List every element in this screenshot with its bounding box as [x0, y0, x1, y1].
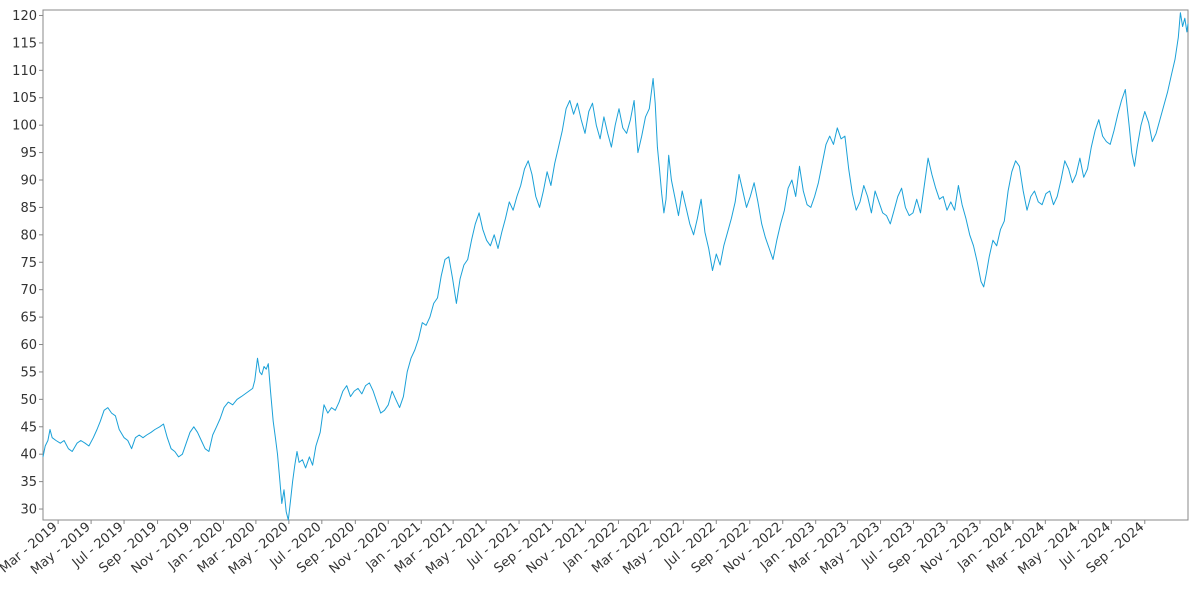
- y-tick-label: 120: [12, 9, 37, 24]
- y-tick-label: 40: [20, 448, 37, 463]
- y-tick-label: 90: [20, 174, 37, 189]
- y-tick-label: 50: [20, 393, 37, 408]
- y-tick-label: 95: [20, 146, 37, 161]
- y-tick-label: 55: [20, 365, 37, 380]
- y-tick-label: 80: [20, 228, 37, 243]
- y-tick-label: 70: [20, 283, 37, 298]
- y-tick-label: 75: [20, 256, 37, 271]
- y-tick-label: 60: [20, 338, 37, 353]
- y-axis: 30 35 40 45 50 55 60 65 70 75 80 85 90 95 100 105 110 115…: [12, 9, 43, 518]
- y-tick-label: 65: [20, 311, 37, 326]
- y-tick-label: 105: [12, 91, 37, 106]
- plot-area-frame: [42, 9, 1189, 521]
- y-tick-label: 100: [12, 119, 37, 134]
- y-tick-label: 45: [20, 420, 37, 435]
- y-tick-label: 110: [12, 64, 37, 79]
- y-tick-label: 85: [20, 201, 37, 216]
- price-series-line: [42, 12, 1189, 521]
- y-tick-label: 30: [20, 503, 37, 518]
- y-tick-label: 35: [20, 475, 37, 490]
- y-tick-label: 115: [12, 36, 37, 51]
